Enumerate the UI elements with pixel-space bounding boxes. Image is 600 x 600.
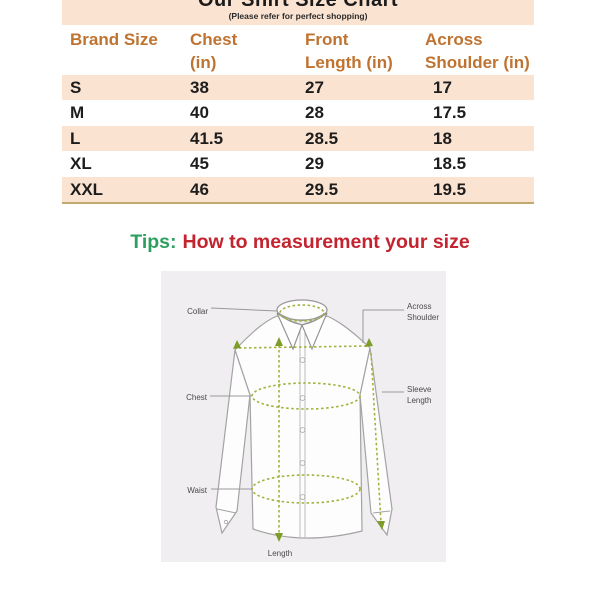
across-shoulder-cell: 19.5 xyxy=(433,179,467,199)
collar-measure xyxy=(279,304,325,322)
across-shoulder-cell: 18.5 xyxy=(433,154,467,174)
chest-cell: 38 xyxy=(190,78,209,97)
title-band: Our Shirt Size Chart (Please refer for p… xyxy=(62,0,534,25)
header-line: Brand Size xyxy=(70,30,158,49)
front-length-cell: 29.5 xyxy=(305,179,339,199)
collar-right-flap xyxy=(301,312,328,351)
size-chart-table: Our Shirt Size Chart (Please refer for p… xyxy=(62,0,534,204)
front-length-cell: 28.5 xyxy=(305,128,339,148)
chest-cell: 45 xyxy=(190,154,209,174)
front-length-cell: 28 xyxy=(305,103,324,123)
table-row: L 41.5 28.5 18 xyxy=(62,125,534,152)
collar-label: Collar xyxy=(187,307,208,316)
sleeve-length-measure xyxy=(370,352,382,524)
header-line: Shoulder (in) xyxy=(425,53,530,72)
tips-heading: Tips: How to measurement your size xyxy=(0,231,600,254)
table-row: M 40 28 17.5 xyxy=(62,100,534,125)
header-line: Across xyxy=(425,30,483,49)
label-connectors xyxy=(210,307,404,490)
chest-cell: 40 xyxy=(190,103,209,123)
right-cuff-line xyxy=(372,510,391,514)
tips-text: How to measurement your size xyxy=(182,231,470,253)
tips-label: Tips: xyxy=(130,231,177,253)
table-row: XL 45 29 18.5 xyxy=(62,151,534,176)
across-shoulder-label-line1: Across xyxy=(407,302,431,311)
shirt-body xyxy=(234,315,371,539)
measurement-arrows xyxy=(233,337,385,542)
chest-label: Chest xyxy=(186,393,208,402)
across-shoulder-cell: 17 xyxy=(433,78,452,97)
size-cell: XXL xyxy=(70,179,104,199)
sleeve-length-label-line2: Length xyxy=(407,396,431,405)
left-cuff-line xyxy=(216,508,237,514)
header-line: (in) xyxy=(190,53,217,72)
measurement-diagram: Collar Across Shoulder Chest Sleeve Leng… xyxy=(161,271,446,562)
header-chest: Chest (in) xyxy=(182,28,297,75)
table-row: XXL 46 29.5 19.5 xyxy=(62,176,534,202)
page-title: Our Shirt Size Chart xyxy=(197,0,399,11)
chest-cell: 41.5 xyxy=(190,128,224,148)
header-line: Chest xyxy=(190,30,238,49)
header-line: Front xyxy=(305,30,349,49)
table-row: S 38 27 17 xyxy=(62,75,534,101)
header-line: Length (in) xyxy=(305,53,393,72)
shirt-placket xyxy=(299,329,306,539)
across-shoulder-label-line2: Shoulder xyxy=(407,313,439,322)
across-shoulder-cell: 18 xyxy=(433,128,452,148)
size-cell: S xyxy=(70,78,82,97)
size-cell: XL xyxy=(70,154,92,174)
chest-cell: 46 xyxy=(190,179,209,199)
length-label: Length xyxy=(268,549,292,558)
header-front-length: Front Length (in) xyxy=(297,28,417,75)
sleeve-length-label-line1: Sleeve xyxy=(407,385,432,394)
across-shoulder-cell: 17.5 xyxy=(433,103,467,123)
front-length-cell: 29 xyxy=(305,154,324,174)
header-across-shoulder: Across Shoulder (in) xyxy=(417,28,534,75)
page-subtitle: (Please refer for perfect shopping) xyxy=(228,11,368,21)
table-header-row: Brand Size Chest (in) Front Length (in) … xyxy=(62,25,534,75)
size-cell: M xyxy=(70,103,85,123)
waist-label: Waist xyxy=(187,486,207,495)
shirt-buttons xyxy=(299,357,306,500)
shirt-right-sleeve xyxy=(359,347,393,537)
shirt-diagram-svg: Collar Across Shoulder Chest Sleeve Leng… xyxy=(186,299,439,558)
front-length-cell: 27 xyxy=(305,78,324,97)
across-shoulder-measure xyxy=(238,345,368,349)
size-cell: L xyxy=(70,128,81,148)
header-brand-size: Brand Size xyxy=(62,28,182,75)
cuff-button xyxy=(223,519,229,525)
